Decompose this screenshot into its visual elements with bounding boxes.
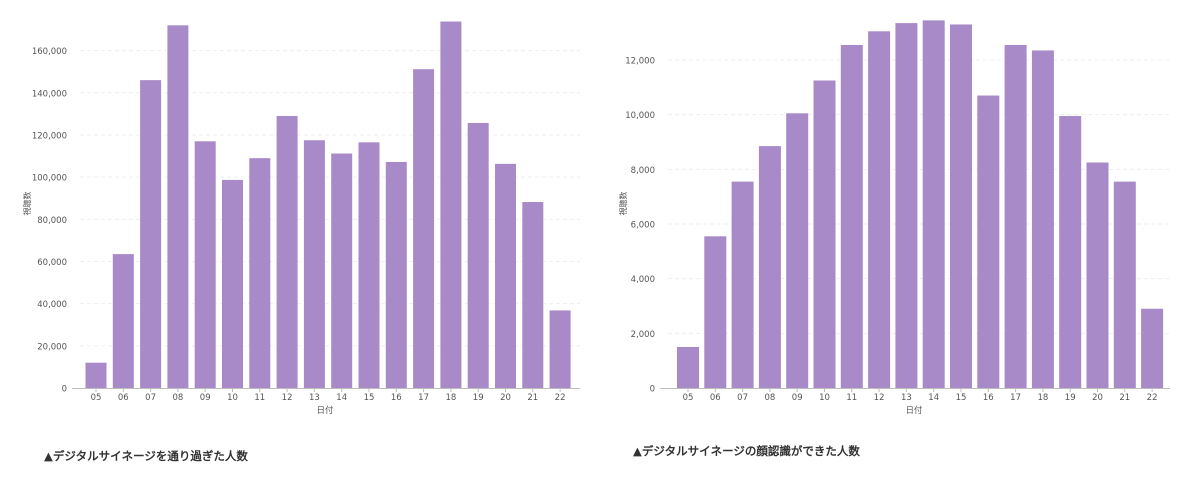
face-xtick-label: 10 [819, 393, 830, 403]
passersby-ytick-label: 20,000 [37, 342, 67, 352]
face-xtick-label: 21 [1119, 393, 1130, 403]
passersby-xtick-label: 16 [391, 393, 402, 403]
passersby-xtick-label: 21 [527, 393, 538, 403]
passersby-xtick-label: 05 [91, 393, 102, 403]
passersby-bar-20 [495, 163, 516, 388]
face-ytick-label: 12,000 [625, 57, 655, 67]
chart-face-recognized-svg: 0 2,000 4,000 6,000 8,000 10,000 12,000 05 06 07 0… [618, 20, 1170, 416]
caption-face-recognized: ▲デジタルサイネージの顔認識ができた人数 [633, 444, 860, 458]
passersby-bar-06 [112, 254, 134, 388]
passersby-bar-11 [249, 158, 271, 388]
face-xtick-label: 18 [1037, 393, 1048, 403]
face-bar-17 [1004, 44, 1027, 388]
face-bar-16 [977, 95, 1000, 389]
face-ytick-label: 6,000 [631, 221, 655, 231]
face-xtick-label: 19 [1065, 393, 1076, 403]
face-bar-15 [950, 24, 972, 388]
face-bar-19 [1059, 116, 1082, 389]
face-bar-10 [813, 80, 836, 388]
passersby-xtick-label: 12 [282, 393, 293, 403]
passersby-bar-19 [467, 122, 489, 388]
face-xtick-label: 20 [1092, 393, 1103, 403]
face-bar-07 [731, 181, 754, 388]
face-ytick-label: 2,000 [631, 330, 655, 340]
face-bar-20 [1086, 162, 1109, 388]
passersby-bar-22 [549, 310, 571, 388]
face-bar-11 [840, 44, 863, 388]
face-bar-12 [868, 31, 891, 389]
passersby-xtick-label: 17 [418, 393, 429, 403]
passersby-ytick-label: 160,000 [32, 47, 67, 57]
passersby-ytick-label: 40,000 [37, 300, 67, 310]
face-ytick-label: 0 [650, 385, 655, 395]
passersby-bar-07 [140, 80, 162, 389]
passersby-bar-10 [222, 179, 243, 388]
passersby-bar-18 [440, 21, 462, 389]
face-xtick-label: 11 [846, 393, 857, 403]
face-xtick-label: 12 [874, 393, 885, 403]
face-xtick-label: 09 [792, 393, 803, 403]
face-xtick-label: 08 [764, 393, 775, 403]
face-ylabel: 視聴数 [618, 192, 628, 216]
chart-passersby: 0 20,000 40,000 60,000 80,000 100,000 120,000 1… [0, 0, 600, 430]
chart-face-recognized: 0 2,000 4,000 6,000 8,000 10,000 12,000 05 06 07 0… [600, 0, 1200, 430]
passersby-ytick-label: 0 [62, 385, 67, 395]
passersby-xtick-label: 08 [172, 393, 183, 403]
face-bar-22 [1141, 308, 1164, 388]
passersby-ytick-label: 80,000 [37, 216, 67, 226]
face-xtick-label: 14 [928, 393, 939, 403]
passersby-bar-12 [276, 115, 298, 388]
passersby-ytick-label: 60,000 [37, 258, 67, 268]
passersby-ytick-label: 140,000 [32, 89, 67, 99]
face-xtick-label: 16 [983, 393, 994, 403]
passersby-xtick-label: 19 [473, 393, 484, 403]
passersby-bar-09 [194, 141, 216, 388]
face-xlabel: 日付 [905, 405, 923, 416]
passersby-xtick-label: 09 [200, 393, 211, 403]
passersby-bar-13 [303, 140, 325, 388]
face-xtick-label: 17 [1010, 393, 1021, 403]
face-bar-05 [677, 347, 699, 388]
face-bar-06 [704, 236, 727, 388]
passersby-xtick-label: 13 [309, 393, 320, 403]
passersby-xtick-label: 20 [500, 393, 511, 403]
face-ytick-label: 8,000 [631, 166, 655, 176]
passersby-bar-21 [522, 202, 544, 388]
passersby-xtick-label: 11 [254, 393, 265, 403]
face-xtick-label: 13 [901, 393, 912, 403]
passersby-bar-08 [167, 25, 189, 388]
face-bar-18 [1031, 50, 1054, 388]
chart-passersby-svg: 0 20,000 40,000 60,000 80,000 100,000 120,000 1… [22, 21, 580, 416]
face-bar-14 [922, 20, 945, 388]
passersby-bar-14 [331, 153, 353, 388]
face-ytick-label: 10,000 [625, 111, 655, 121]
face-xtick-label: 15 [956, 393, 967, 403]
passersby-ytick-label: 120,000 [32, 131, 67, 141]
passersby-bar-16 [385, 161, 407, 388]
face-xtick-label: 07 [737, 393, 748, 403]
face-xtick-label: 05 [683, 393, 694, 403]
passersby-ytick-label: 100,000 [32, 174, 67, 184]
passersby-bar-15 [358, 142, 380, 388]
face-bar-13 [895, 23, 918, 388]
passersby-xtick-label: 22 [555, 393, 566, 403]
passersby-xtick-label: 10 [227, 393, 238, 403]
face-ytick-label: 4,000 [631, 275, 655, 285]
passersby-xlabel: 日付 [316, 405, 334, 416]
passersby-xtick-label: 07 [145, 393, 156, 403]
passersby-ylabel: 視聴数 [22, 192, 32, 216]
face-xtick-label: 06 [710, 393, 721, 403]
passersby-xtick-label: 18 [445, 393, 456, 403]
caption-passersby: ▲デジタルサイネージを通り過ぎた人数 [44, 449, 248, 463]
passersby-bar-05 [85, 362, 107, 388]
passersby-xtick-label: 15 [364, 393, 375, 403]
face-xtick-label: 22 [1147, 393, 1158, 403]
face-bar-21 [1113, 181, 1136, 388]
passersby-bar-17 [413, 69, 435, 389]
face-bar-08 [758, 146, 781, 388]
passersby-xtick-label: 14 [336, 393, 347, 403]
passersby-xtick-label: 06 [118, 393, 129, 403]
face-bar-09 [786, 113, 809, 389]
